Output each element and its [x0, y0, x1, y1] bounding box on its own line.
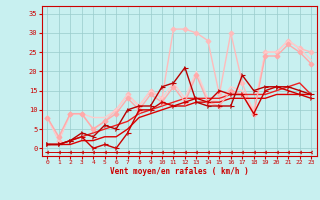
X-axis label: Vent moyen/en rafales ( km/h ): Vent moyen/en rafales ( km/h ) — [110, 167, 249, 176]
